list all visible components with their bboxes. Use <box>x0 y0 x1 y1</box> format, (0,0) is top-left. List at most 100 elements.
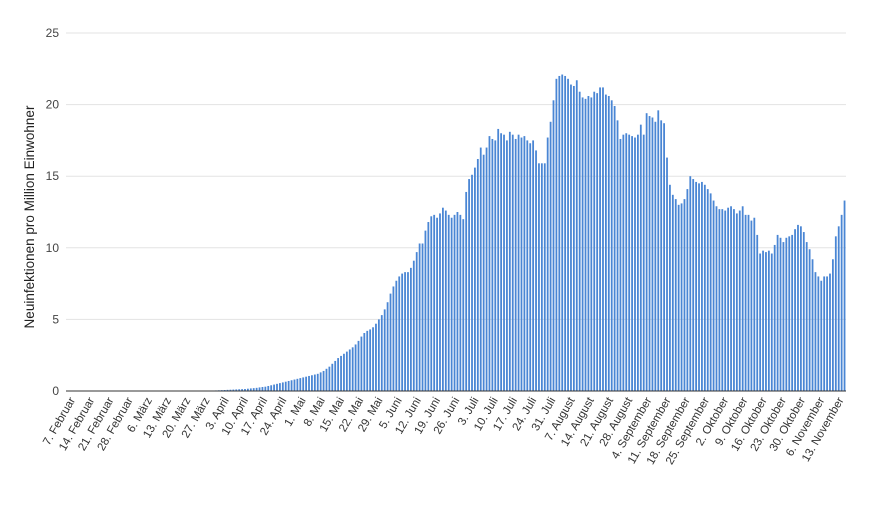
bar <box>550 122 552 391</box>
bar <box>538 163 540 391</box>
bar <box>518 135 520 391</box>
bar <box>689 176 691 391</box>
y-tick-label: 15 <box>46 169 60 183</box>
bar <box>780 238 782 391</box>
bar <box>611 100 613 391</box>
bar <box>675 199 677 391</box>
y-tick-label: 20 <box>46 98 60 112</box>
bar <box>739 211 741 391</box>
bar <box>276 384 278 391</box>
bar <box>486 148 488 391</box>
bar <box>521 138 523 391</box>
bar <box>532 140 534 391</box>
bar <box>547 138 549 391</box>
bar <box>401 274 403 391</box>
y-axis-label: Neuinfektionen pro Million Einwohner <box>22 105 37 328</box>
bar <box>366 331 368 391</box>
bar <box>308 376 310 391</box>
bar <box>410 268 412 391</box>
bar <box>753 218 755 391</box>
bar <box>625 133 627 391</box>
bar <box>582 97 584 391</box>
bar <box>454 215 456 391</box>
bar <box>314 375 316 391</box>
bar <box>259 387 261 391</box>
bar <box>282 382 284 391</box>
bar <box>794 229 796 391</box>
bar <box>721 209 723 391</box>
bar <box>829 274 831 391</box>
bar <box>713 201 715 391</box>
bar <box>672 195 674 391</box>
bar <box>302 377 304 391</box>
bar <box>404 272 406 391</box>
bar <box>669 185 671 391</box>
bar <box>803 232 805 391</box>
bar <box>480 148 482 391</box>
bar <box>704 185 706 391</box>
bar <box>585 99 587 391</box>
bar <box>439 213 441 391</box>
bar <box>620 139 622 391</box>
bar <box>553 100 555 391</box>
bar <box>323 371 325 391</box>
bar <box>835 236 837 391</box>
bar <box>468 179 470 391</box>
bar <box>535 150 537 391</box>
bar <box>436 218 438 391</box>
bar <box>823 276 825 391</box>
bar <box>570 85 572 391</box>
bar <box>558 76 560 391</box>
bar <box>777 235 779 391</box>
bar <box>681 203 683 391</box>
bar <box>602 87 604 391</box>
bar <box>718 209 720 391</box>
bar <box>358 341 360 391</box>
bar <box>390 294 392 391</box>
bar <box>666 158 668 391</box>
bar <box>820 281 822 391</box>
bar <box>631 136 633 391</box>
bar <box>387 302 389 391</box>
bar <box>448 215 450 391</box>
bar <box>343 354 345 391</box>
bar <box>774 245 776 391</box>
bar <box>384 309 386 391</box>
bar <box>398 276 400 391</box>
bar <box>742 206 744 391</box>
bar <box>762 251 764 391</box>
bar <box>381 315 383 391</box>
y-tick-label: 10 <box>46 241 60 255</box>
bar <box>483 155 485 391</box>
bar <box>678 205 680 391</box>
bar <box>838 226 840 391</box>
bar <box>419 244 421 392</box>
bar <box>564 76 566 391</box>
bar <box>294 380 296 391</box>
bar <box>745 215 747 391</box>
bar <box>788 236 790 391</box>
bar <box>649 116 651 391</box>
bar <box>576 80 578 391</box>
bar <box>800 226 802 391</box>
bar <box>844 201 846 391</box>
bar <box>506 140 508 391</box>
bar <box>442 208 444 391</box>
bar <box>349 349 351 391</box>
bar <box>785 238 787 391</box>
bar <box>806 242 808 391</box>
bar <box>526 140 528 391</box>
bar <box>759 254 761 391</box>
bar <box>561 75 563 391</box>
bar <box>599 87 601 391</box>
bar <box>710 193 712 391</box>
bar <box>588 96 590 391</box>
bar <box>497 129 499 391</box>
bar <box>826 276 828 391</box>
bar <box>503 135 505 391</box>
bar <box>716 206 718 391</box>
bar <box>748 215 750 391</box>
bar <box>372 327 374 391</box>
bar <box>270 385 272 391</box>
